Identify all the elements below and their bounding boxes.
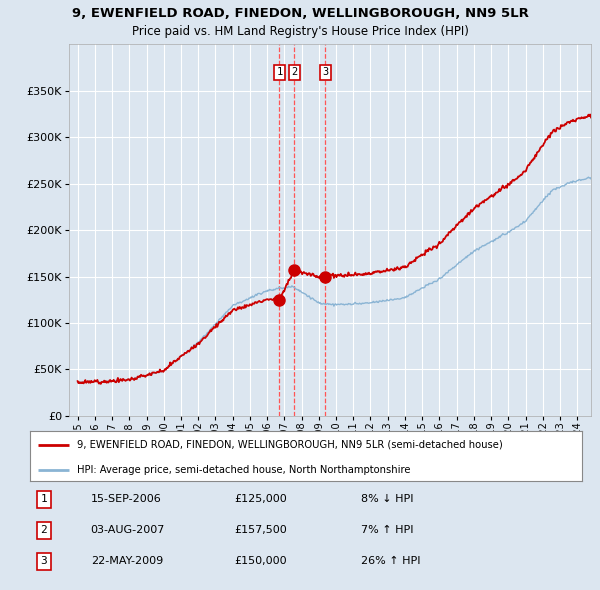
- Text: 2: 2: [291, 67, 298, 77]
- Text: 3: 3: [322, 67, 328, 77]
- Text: Price paid vs. HM Land Registry's House Price Index (HPI): Price paid vs. HM Land Registry's House …: [131, 25, 469, 38]
- Text: £150,000: £150,000: [234, 556, 287, 566]
- Text: 8% ↓ HPI: 8% ↓ HPI: [361, 494, 414, 504]
- Text: £157,500: £157,500: [234, 525, 287, 535]
- Text: 15-SEP-2006: 15-SEP-2006: [91, 494, 161, 504]
- Text: 03-AUG-2007: 03-AUG-2007: [91, 525, 165, 535]
- Text: 9, EWENFIELD ROAD, FINEDON, WELLINGBOROUGH, NN9 5LR (semi-detached house): 9, EWENFIELD ROAD, FINEDON, WELLINGBOROU…: [77, 440, 503, 450]
- Text: £125,000: £125,000: [234, 494, 287, 504]
- Text: 1: 1: [276, 67, 283, 77]
- Text: 22-MAY-2009: 22-MAY-2009: [91, 556, 163, 566]
- Text: HPI: Average price, semi-detached house, North Northamptonshire: HPI: Average price, semi-detached house,…: [77, 465, 410, 475]
- Text: 9, EWENFIELD ROAD, FINEDON, WELLINGBOROUGH, NN9 5LR: 9, EWENFIELD ROAD, FINEDON, WELLINGBOROU…: [71, 7, 529, 20]
- Text: 1: 1: [40, 494, 47, 504]
- Text: 3: 3: [40, 556, 47, 566]
- Text: 26% ↑ HPI: 26% ↑ HPI: [361, 556, 421, 566]
- Text: 2: 2: [40, 525, 47, 535]
- Text: 7% ↑ HPI: 7% ↑ HPI: [361, 525, 414, 535]
